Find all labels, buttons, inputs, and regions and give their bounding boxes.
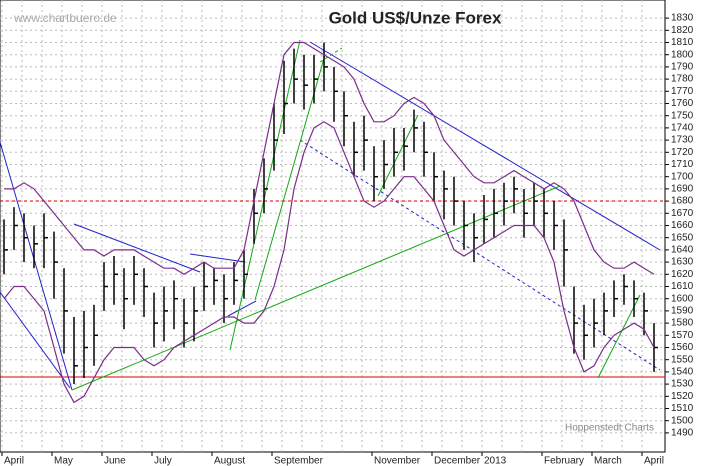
x-tick-label: July [154, 456, 172, 466]
y-tick-label: 1720 [671, 147, 694, 158]
x-tick-label: April [644, 456, 664, 466]
y-tick-label: 1730 [671, 135, 694, 146]
trend-line [299, 139, 661, 371]
trend-line [309, 41, 661, 251]
y-tick-label: 1550 [671, 354, 694, 365]
x-tick-label: August [214, 456, 245, 466]
y-tick-label: 1640 [671, 245, 694, 256]
x-tick-label: June [104, 456, 126, 466]
trend-line [227, 300, 257, 317]
y-tick-label: 1710 [671, 159, 694, 170]
y-tick-label: 1810 [671, 37, 694, 48]
y-tick-label: 1750 [671, 110, 694, 121]
y-tick-label: 1770 [671, 86, 694, 97]
x-tick-label: May [54, 456, 73, 466]
y-tick-label: 1680 [671, 196, 694, 207]
x-tick-label: September [274, 456, 324, 466]
y-tick-label: 1510 [671, 403, 694, 414]
trend-line [319, 47, 343, 63]
bollinger-band [3, 121, 655, 404]
bollinger-band [4, 41, 655, 276]
y-tick-label: 1610 [671, 281, 694, 292]
y-tick-label: 1580 [671, 318, 694, 329]
x-tick-label: November [374, 456, 421, 466]
marks [3, 41, 658, 404]
y-tick-label: 1630 [671, 257, 694, 268]
trend-line [0, 291, 71, 389]
y-tick-label: 1560 [671, 342, 694, 353]
y-tick-label: 1600 [671, 293, 694, 304]
x-tick-label: April [4, 456, 24, 466]
trend-line [71, 185, 561, 391]
y-tick-label: 1820 [671, 25, 694, 36]
y-tick-label: 1650 [671, 232, 694, 243]
x-tick-label: February [544, 456, 584, 466]
watermark: www.chartbuero.de [13, 11, 117, 25]
trend-line [0, 141, 73, 391]
y-tick-label: 1590 [671, 306, 694, 317]
y-tick-label: 1660 [671, 220, 694, 231]
y-tick-label: 1500 [671, 415, 694, 426]
y-tick-label: 1490 [671, 428, 694, 439]
x-tick-label: March [594, 456, 622, 466]
y-tick-label: 1620 [671, 269, 694, 280]
y-tick-label: 1780 [671, 74, 694, 85]
trend-line [189, 253, 246, 263]
y-tick-label: 1530 [671, 379, 694, 390]
y-tick-label: 1670 [671, 208, 694, 219]
source: Hoppenstedt Charts [565, 423, 654, 434]
y-tick-label: 1520 [671, 391, 694, 402]
y-tick-label: 1740 [671, 123, 694, 134]
y-tick-label: 1690 [671, 184, 694, 195]
y-tick-label: 1700 [671, 171, 694, 182]
y-tick-label: 1540 [671, 367, 694, 378]
x-tick-label: December [434, 456, 481, 466]
y-tick-label: 1800 [671, 49, 694, 60]
y-tick-label: 1760 [671, 98, 694, 109]
y-tick-label: 1790 [671, 62, 694, 73]
trend-line [73, 223, 201, 273]
y-tick-label: 1570 [671, 330, 694, 341]
y-tick-label: 1830 [671, 13, 694, 24]
x-tick-label: 2013 [484, 456, 507, 466]
trend-line [597, 294, 641, 379]
chart-title: Gold US$/Unze Forex [329, 8, 502, 27]
trend-line [229, 39, 301, 351]
